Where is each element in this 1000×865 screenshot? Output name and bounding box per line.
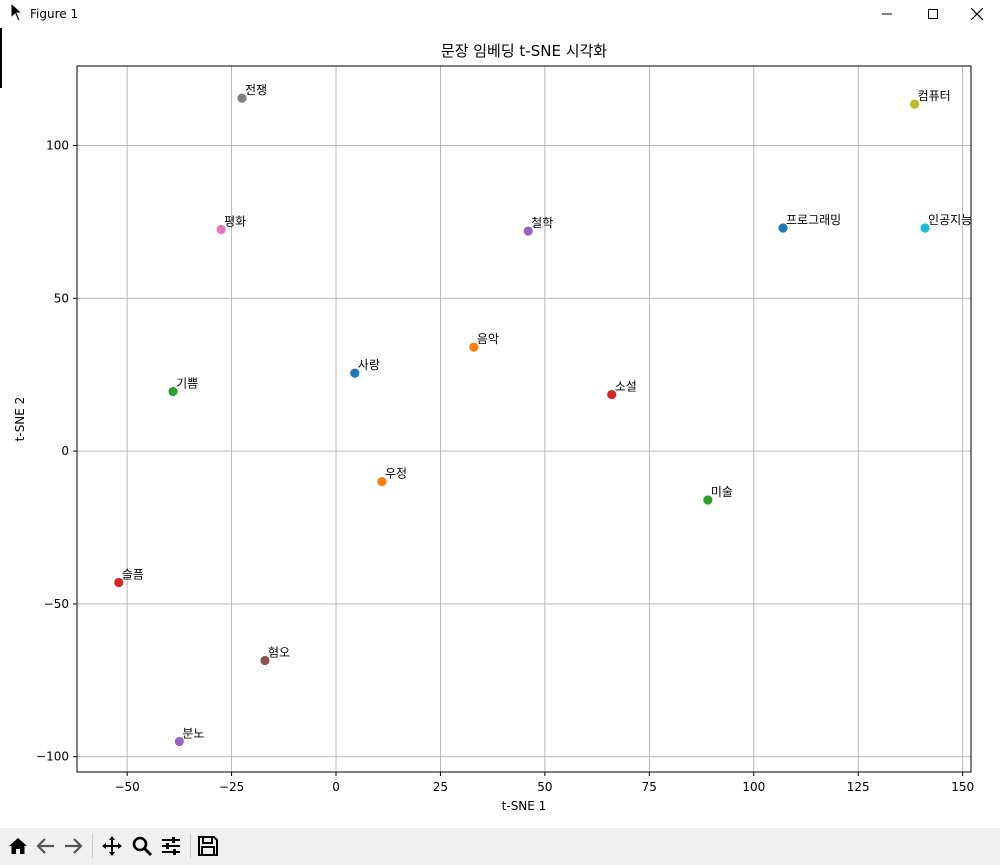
y-tick-label: −100 [36, 750, 69, 764]
close-icon [971, 8, 983, 20]
save-button[interactable] [196, 834, 220, 858]
zoom-button[interactable] [130, 834, 154, 858]
minimize-icon [882, 13, 892, 15]
data-point [607, 389, 617, 400]
point-label: 평화 [224, 215, 246, 229]
mouse-cursor-icon [10, 2, 24, 22]
data-point [703, 495, 713, 505]
data-point [114, 577, 124, 588]
y-axis-label: t-SNE 2 [13, 397, 27, 442]
configure-button[interactable] [159, 834, 183, 858]
data-point [260, 655, 270, 666]
x-axis-label: t-SNE 1 [502, 799, 547, 813]
forward-button[interactable] [61, 834, 85, 858]
save-icon [198, 836, 218, 856]
axis-ticks: −50 −25 0 25 50 75 100 125 150 −100 −50 0 50 100 [36, 138, 974, 794]
point-label: 우정 [385, 467, 407, 481]
x-tick-label: 25 [433, 780, 448, 794]
x-tick-label: 125 [847, 780, 870, 794]
configure-icon [162, 837, 180, 855]
point-label: 소설 [615, 380, 637, 394]
data-point [377, 477, 387, 487]
toolbar-separator [92, 834, 93, 858]
y-tick-label: −50 [44, 597, 69, 611]
window-title: Figure 1 [30, 7, 79, 21]
x-tick-label: 50 [537, 780, 552, 794]
toolbar-separator [190, 834, 191, 858]
x-tick-label: 100 [742, 780, 765, 794]
x-tick-label: 150 [951, 780, 974, 794]
back-button[interactable] [34, 834, 58, 858]
grid-lines [77, 66, 971, 772]
y-tick-label: 100 [46, 138, 69, 152]
minimize-button[interactable] [864, 0, 910, 28]
plot-frame [76, 65, 972, 773]
scatter-chart: −50 −25 0 25 50 75 100 125 150 −100 −50 0 50 100 전쟁 컴퓨… [13, 42, 974, 813]
home-icon [9, 838, 27, 854]
point-label: 기쁨 [176, 376, 198, 390]
data-point [237, 93, 247, 103]
point-label: 철학 [531, 216, 553, 230]
figure-canvas[interactable]: −50 −25 0 25 50 75 100 125 150 −100 −50 0 50 100 전쟁 컴퓨… [0, 28, 1000, 828]
y-tick-label: 0 [61, 444, 69, 458]
point-label: 프로그래밍 [786, 213, 841, 227]
data-point [910, 99, 920, 109]
point-label: 컴퓨터 [918, 89, 951, 103]
x-tick-label: 0 [332, 780, 340, 794]
home-button[interactable] [6, 834, 30, 858]
close-button[interactable] [954, 0, 1000, 28]
x-tick-label: −25 [219, 780, 244, 794]
pan-button[interactable] [100, 834, 124, 858]
x-tick-label: 75 [642, 780, 657, 794]
maximize-icon [928, 9, 938, 19]
point-label: 슬픔 [122, 568, 144, 582]
maximize-button[interactable] [910, 0, 956, 28]
data-point [168, 386, 178, 397]
point-label: 음악 [477, 332, 499, 346]
point-label: 분노 [182, 726, 204, 740]
data-point [216, 224, 226, 235]
data-point [174, 736, 184, 747]
x-tick-label: −50 [114, 780, 139, 794]
navigation-toolbar [0, 828, 1000, 865]
pan-icon [102, 836, 122, 856]
data-point [469, 342, 479, 352]
y-tick-label: 50 [54, 291, 69, 305]
point-label: 미술 [711, 485, 733, 499]
point-label: 사랑 [358, 358, 380, 372]
point-label: 인공지능 [928, 213, 972, 227]
forward-icon [65, 838, 83, 854]
data-point [350, 368, 360, 378]
window-titlebar: Figure 1 [0, 0, 1000, 28]
point-label: 전쟁 [245, 83, 267, 97]
data-point [920, 223, 930, 233]
data-point [778, 223, 788, 233]
back-icon [36, 838, 54, 854]
chart-title: 문장 임베딩 t-SNE 시각화 [441, 42, 607, 60]
window-edge [0, 28, 2, 88]
zoom-icon [132, 836, 153, 857]
data-point [523, 226, 533, 236]
point-label: 혐오 [268, 645, 290, 659]
